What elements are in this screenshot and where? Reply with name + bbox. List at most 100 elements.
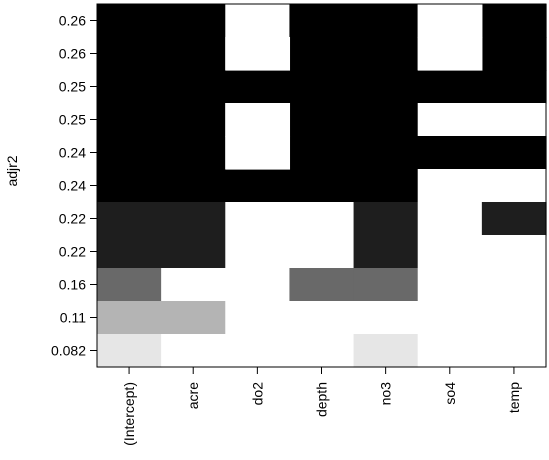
y-tick-label: 0.11 <box>60 310 86 326</box>
heatmap-cell <box>289 103 355 137</box>
x-tick-label: temp <box>506 382 522 413</box>
heatmap-cell <box>353 301 419 335</box>
y-axis-title: adjr2 <box>4 155 20 186</box>
heatmap-cell <box>161 4 226 38</box>
heatmap-cell <box>97 4 162 38</box>
y-tick-label: 0.26 <box>59 46 86 62</box>
heatmap-cell <box>97 37 162 71</box>
y-axis: 0.26 0.26 0.25 0.25 0.24 0.24 0.22 0.22 0.16 0.11… <box>51 13 97 359</box>
heatmap-cell <box>97 136 162 170</box>
x-axis: (Intercept) acre do2 depth no3 so4 temp <box>121 367 522 446</box>
heatmap-cell <box>161 301 226 335</box>
heatmap-cell <box>161 334 226 368</box>
heatmap-cell <box>353 103 419 137</box>
heatmap-cell <box>289 301 355 335</box>
heatmap-cell <box>97 202 162 236</box>
heatmap-cell <box>481 37 547 71</box>
heatmap-cell <box>417 268 483 302</box>
heatmap-cell <box>289 4 355 38</box>
y-tick-label: 0.25 <box>59 112 86 128</box>
heatmap-cell <box>481 268 547 302</box>
x-tick-label: do2 <box>249 382 265 406</box>
heatmap-cell <box>289 268 355 302</box>
heatmap-cell <box>289 136 355 170</box>
heatmap-cell <box>353 4 419 38</box>
heatmap-cell <box>353 136 419 170</box>
y-tick-label: 0.25 <box>59 79 86 95</box>
heatmap-cell <box>161 268 226 302</box>
heatmap-cell <box>353 268 419 302</box>
heatmap-cell <box>481 235 547 269</box>
heatmap-cell <box>481 301 547 335</box>
heatmap-cell <box>353 70 419 104</box>
heatmap-cell <box>417 136 483 170</box>
heatmap-cell <box>97 169 162 203</box>
heatmap-cell <box>97 301 162 335</box>
heatmap-cell <box>289 334 355 368</box>
y-tick-label: 0.24 <box>59 145 86 161</box>
y-tick-label: 0.22 <box>59 211 86 227</box>
heatmap-cell <box>161 235 226 269</box>
heatmap-cell <box>353 37 419 71</box>
heatmap-cell <box>481 70 547 104</box>
heatmap-cell <box>289 37 355 71</box>
heatmap-cell <box>289 235 355 269</box>
heatmap-cell <box>417 301 483 335</box>
heatmap-cell <box>225 37 291 71</box>
heatmap-cell <box>417 202 483 236</box>
x-tick-label: depth <box>314 382 330 417</box>
heatmap-cell <box>161 202 226 236</box>
heatmap-cell <box>161 136 226 170</box>
heatmap-cell <box>481 202 547 236</box>
heatmap-cell <box>417 4 483 38</box>
heatmap-cell <box>417 334 483 368</box>
heatmap-cell <box>417 169 483 203</box>
heatmap-cell <box>353 202 419 236</box>
heatmap-cell <box>225 334 291 368</box>
heatmap-cell <box>481 334 547 368</box>
heatmap-cell <box>289 70 355 104</box>
y-tick-label: 0.26 <box>59 13 86 29</box>
heatmap-cell <box>481 103 547 137</box>
heatmap-cell <box>353 169 419 203</box>
x-tick-label: no3 <box>378 382 394 406</box>
x-tick-label: acre <box>185 382 201 409</box>
heatmap-cell <box>225 268 291 302</box>
heatmap-cell <box>97 235 162 269</box>
heatmap-cell <box>225 202 291 236</box>
heatmap-cell <box>225 235 291 269</box>
heatmap-cells <box>97 4 547 368</box>
heatmap-cell <box>161 103 226 137</box>
y-tick-label: 0.082 <box>51 343 86 359</box>
heatmap-cell <box>481 4 547 38</box>
heatmap-cell <box>97 70 162 104</box>
heatmap-cell <box>225 301 291 335</box>
x-tick-label: (Intercept) <box>121 382 137 446</box>
heatmap-cell <box>417 235 483 269</box>
heatmap-cell <box>97 268 162 302</box>
heatmap-cell <box>225 169 291 203</box>
heatmap-cell <box>481 136 547 170</box>
heatmap-cell <box>481 169 547 203</box>
heatmap-cell <box>417 70 483 104</box>
heatmap-cell <box>289 169 355 203</box>
heatmap-cell <box>97 103 162 137</box>
heatmap-cell <box>161 70 226 104</box>
heatmap-cell <box>225 136 291 170</box>
heatmap-cell <box>417 37 483 71</box>
heatmap-cell <box>353 334 419 368</box>
y-tick-label: 0.24 <box>59 178 86 194</box>
heatmap-cell <box>353 235 419 269</box>
heatmap-cell <box>289 202 355 236</box>
heatmap-cell <box>161 37 226 71</box>
heatmap-cell <box>161 169 226 203</box>
x-tick-label: so4 <box>442 382 458 405</box>
y-tick-label: 0.16 <box>59 277 86 293</box>
y-tick-label: 0.22 <box>59 244 86 260</box>
heatmap-cell <box>97 334 162 368</box>
heatmap-cell <box>225 70 291 104</box>
heatmap-cell <box>225 103 291 137</box>
heatmap-cell <box>417 103 483 137</box>
heatmap-cell <box>225 4 291 38</box>
